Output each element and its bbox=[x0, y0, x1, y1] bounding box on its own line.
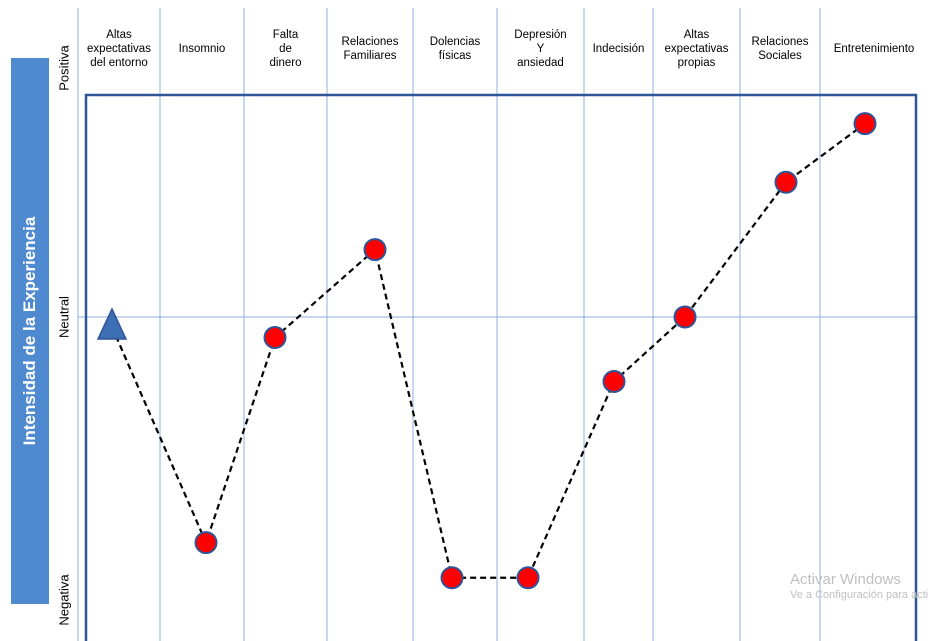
data-point-4 bbox=[516, 566, 540, 590]
category-label-1: Insomnio bbox=[178, 43, 226, 55]
data-point-6 bbox=[673, 305, 697, 329]
plot-frame bbox=[84, 93, 918, 641]
activation-watermark: Activar Windows Ve a Configuración para … bbox=[790, 571, 928, 601]
category-label-4: Dolencias físicas bbox=[429, 36, 481, 62]
category-label-5: Depresión Y ansiedad bbox=[514, 29, 567, 69]
data-point-0 bbox=[194, 531, 218, 555]
watermark-subtitle: Ve a Configuración para activar Windows. bbox=[790, 589, 928, 601]
category-label-2: Falta de dinero bbox=[269, 29, 302, 69]
series-line bbox=[110, 122, 866, 579]
data-point-3 bbox=[440, 566, 464, 590]
watermark-title: Activar Windows bbox=[790, 571, 901, 588]
category-label-6: Indecisión bbox=[592, 43, 645, 55]
data-point-2 bbox=[363, 238, 387, 262]
category-label-9: Entretenimiento bbox=[833, 43, 915, 55]
start-triangle-marker bbox=[96, 307, 128, 340]
data-point-1 bbox=[263, 326, 287, 350]
y-axis-label-background bbox=[11, 58, 49, 604]
category-label-0: Altas expectativas del entorno bbox=[87, 29, 151, 69]
category-label-7: Altas expectativas propias bbox=[664, 29, 729, 69]
category-label-3: Relaciones Familiares bbox=[341, 36, 399, 62]
data-point-7 bbox=[774, 170, 798, 194]
data-point-8 bbox=[853, 112, 877, 136]
category-label-8: Relaciones Sociales bbox=[751, 36, 809, 62]
data-point-5 bbox=[602, 369, 626, 393]
